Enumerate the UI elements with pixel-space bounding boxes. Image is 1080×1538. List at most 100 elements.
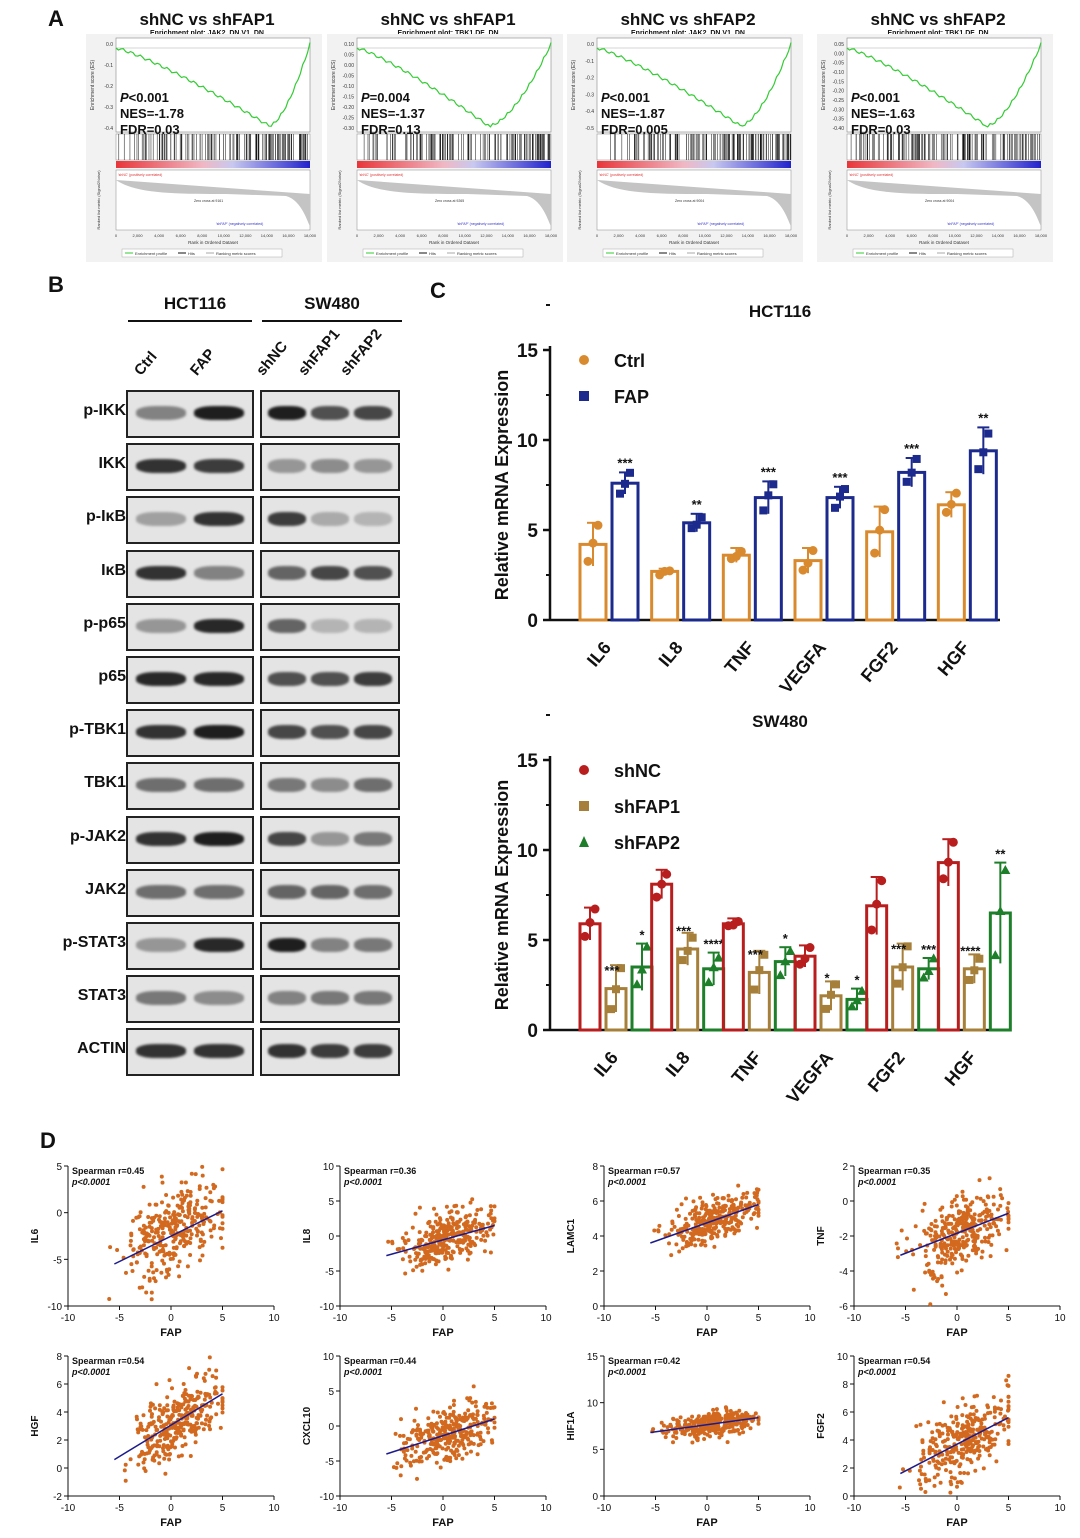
regression-line <box>900 1416 1009 1475</box>
y-tick-label: 5 <box>56 1162 62 1173</box>
p-value: p<0.0001 <box>857 1177 896 1187</box>
scatter-point <box>998 1193 1003 1198</box>
scatter-point <box>407 1254 412 1259</box>
scatter-point <box>1005 1206 1010 1211</box>
gsea-p-value: P<0.001 <box>851 90 900 105</box>
scatter-point <box>423 1261 428 1266</box>
scatter-point <box>951 1239 956 1244</box>
protein-label: p-JAK2 <box>69 827 126 845</box>
blot-hct116 <box>126 549 254 598</box>
scatter-point <box>438 1217 443 1222</box>
data-point <box>1000 865 1011 875</box>
spearman-stat: Spearman r=0.54 <box>72 1356 144 1366</box>
scatter-point <box>995 1431 1000 1436</box>
bar-FAP <box>897 470 927 622</box>
scatter-point <box>446 1221 451 1226</box>
legend-profile: Enrichment profile <box>616 251 649 256</box>
protein-label: p65 <box>98 668 126 685</box>
data-point <box>948 837 958 847</box>
scatter-point <box>946 1432 950 1437</box>
x-tick-label: 5 <box>220 1313 226 1324</box>
protein-band <box>136 672 186 686</box>
scatter-point <box>180 1209 185 1214</box>
protein-band <box>354 459 392 474</box>
scatter-point <box>142 1457 147 1462</box>
scatter-point <box>979 1255 984 1260</box>
scatter-point <box>197 1187 202 1191</box>
scatter-point <box>455 1244 460 1249</box>
negative-label: 'shFAP' (negatively correlated) <box>947 222 994 226</box>
scatter-point <box>940 1452 945 1457</box>
rank-xlabel: Rank in Ordered Dataset <box>429 240 480 245</box>
scatter-point <box>202 1211 207 1216</box>
scatter-point <box>474 1235 479 1240</box>
scatter-point <box>919 1464 923 1469</box>
scatter-point <box>475 1208 480 1212</box>
y-tick-label: 4 <box>56 1408 62 1419</box>
scatter-point <box>129 1233 134 1238</box>
scatter-point <box>452 1398 456 1403</box>
es-ytick: 0.0 <box>587 42 594 48</box>
y-tick-label: 0 <box>527 1021 538 1042</box>
scatter-point <box>428 1224 433 1229</box>
scatter-point <box>931 1457 936 1462</box>
scatter-point <box>715 1196 720 1200</box>
scatter-point <box>694 1205 699 1210</box>
gsea-plot-2: shNC vs shFAP1 Enrichment plot: TBK1.DF_D… <box>327 8 569 270</box>
scatter-point <box>471 1384 476 1389</box>
es-ytick: -0.15 <box>343 95 355 101</box>
scatter-point <box>431 1234 436 1239</box>
legend-marker <box>579 801 589 811</box>
scatter-point <box>207 1419 212 1424</box>
x-tick-label: -10 <box>597 1313 612 1324</box>
scatter-point <box>200 1243 205 1248</box>
scatter-point <box>934 1232 939 1237</box>
scatter-point <box>956 1243 961 1248</box>
scatter-point <box>988 1410 993 1415</box>
scatter-point <box>159 1174 164 1179</box>
es-ytick: 0.00 <box>344 63 354 69</box>
spearman-stat: Spearman r=0.54 <box>858 1356 930 1366</box>
data-point <box>657 879 667 889</box>
scatter-point <box>220 1245 225 1250</box>
protein-band <box>136 778 186 793</box>
data-point <box>898 963 907 972</box>
rank-xtick: 12,000 <box>720 233 733 238</box>
legend-hits: Hits <box>919 251 926 256</box>
es-ytick: -0.3 <box>585 92 594 98</box>
scatter-point <box>950 1261 955 1266</box>
scatter-point <box>196 1413 201 1418</box>
gsea-nes-value: NES=-1.63 <box>851 106 915 121</box>
x-axis-label: FAP <box>696 1327 717 1339</box>
scatter-point <box>939 1275 944 1280</box>
scatter-point <box>420 1268 425 1273</box>
scatter-point <box>187 1366 192 1371</box>
scatter-point <box>173 1252 178 1257</box>
scatter-point <box>124 1270 128 1275</box>
scatter-point <box>457 1413 462 1418</box>
scatter-point <box>960 1413 965 1418</box>
scatter-point <box>166 1222 171 1227</box>
x-tick-label: 0 <box>440 1503 446 1514</box>
scatter-point <box>414 1264 419 1269</box>
x-tick-label: -10 <box>847 1503 862 1514</box>
scatter-point <box>693 1214 698 1219</box>
rank-xtick: 2,000 <box>374 233 385 238</box>
scatter-point <box>153 1424 158 1429</box>
scatter-point <box>473 1217 478 1222</box>
scatter-point <box>962 1471 967 1475</box>
scatter-point <box>942 1226 947 1231</box>
scatter-point <box>942 1221 947 1226</box>
scatter-point <box>928 1439 933 1444</box>
scatter-point <box>170 1386 174 1391</box>
data-point <box>875 525 885 535</box>
scatter-point <box>979 1219 983 1223</box>
significance-mark: * <box>854 973 860 988</box>
scatter-point <box>913 1224 918 1229</box>
scatter-point <box>984 1214 989 1219</box>
x-axis-label: FAP <box>432 1327 453 1339</box>
scatter-point <box>926 1420 931 1425</box>
scatter-point <box>467 1213 472 1218</box>
blot-sw480 <box>260 496 400 545</box>
x-tick-label: 5 <box>756 1503 762 1514</box>
